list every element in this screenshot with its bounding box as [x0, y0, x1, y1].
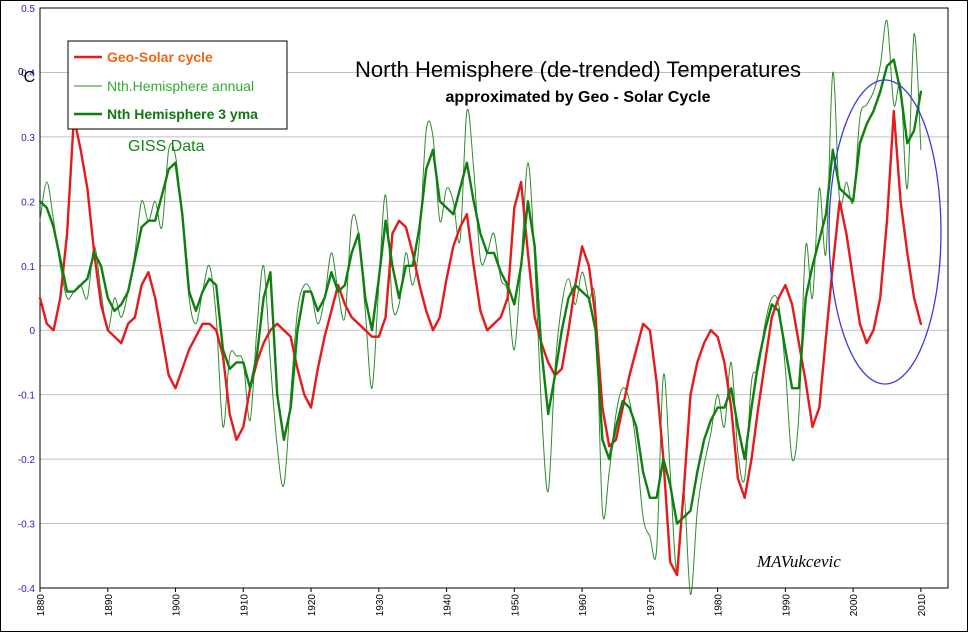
- x-tick-label: 1980: [714, 594, 725, 617]
- x-tick-label: 1990: [781, 594, 792, 617]
- y-tick-label: 0: [29, 326, 35, 337]
- y-tick-label: -0.1: [18, 391, 36, 402]
- y-tick-label: -0.4: [18, 584, 36, 595]
- series-line-geo_solar: [38, 109, 923, 577]
- x-axis-tick-labels: 1880 1890 1900 1910 1920 1930 1940 1950 1960 1970…: [36, 588, 928, 616]
- x-tick-label: 1960: [578, 594, 589, 617]
- y-tick-label: 0.3: [21, 133, 35, 144]
- legend: Geo-Solar cycle Nth.Hemisphere annual Nt…: [67, 40, 288, 130]
- x-tick-label: 1900: [172, 594, 183, 617]
- legend-label-yma3: Nth Hemisphere 3 yma: [107, 106, 258, 122]
- y-tick-label: 0.4: [21, 68, 35, 79]
- author-signature: MAVukcevic: [756, 552, 841, 571]
- x-tick-label: 1930: [375, 594, 386, 617]
- highlight-ellipse: [828, 79, 942, 385]
- x-tick-label: 1920: [307, 594, 318, 617]
- chart-title: North Hemisphere (de-trended) Temperatur…: [355, 57, 801, 82]
- x-tick-label: 1880: [36, 594, 47, 617]
- series-line-yma3: [38, 58, 923, 525]
- chart-subtitle: approximated by Geo - Solar Cycle: [446, 89, 711, 106]
- x-tick-label: 1940: [443, 594, 454, 617]
- x-tick-label: 1910: [239, 594, 250, 617]
- series-lines: [38, 19, 923, 595]
- y-tick-label: -0.3: [18, 520, 36, 531]
- y-tick-label: 0.5: [21, 4, 35, 15]
- x-tick-label: 1890: [104, 594, 115, 617]
- x-tick-label: 1970: [646, 594, 657, 617]
- legend-label-geo-solar: Geo-Solar cycle: [107, 49, 213, 65]
- x-tick-label: 1950: [510, 594, 521, 617]
- y-tick-label: 0.2: [21, 197, 35, 208]
- x-tick-label: 2000: [849, 594, 860, 617]
- y-unit-label: 0C: [18, 67, 35, 86]
- x-tick-label: 2010: [917, 594, 928, 617]
- y-tick-label: 0.1: [21, 262, 35, 273]
- data-source-annotation: GISS Data: [128, 138, 205, 155]
- legend-label-annual: Nth.Hemisphere annual: [107, 78, 254, 94]
- y-axis-tick-labels: 0.5 0.4 0.3 0.2 0.1 0 -0.1 -0.2 -0.3 -0.4: [18, 4, 36, 595]
- legend-box: [67, 40, 288, 130]
- y-tick-label: -0.2: [18, 455, 36, 466]
